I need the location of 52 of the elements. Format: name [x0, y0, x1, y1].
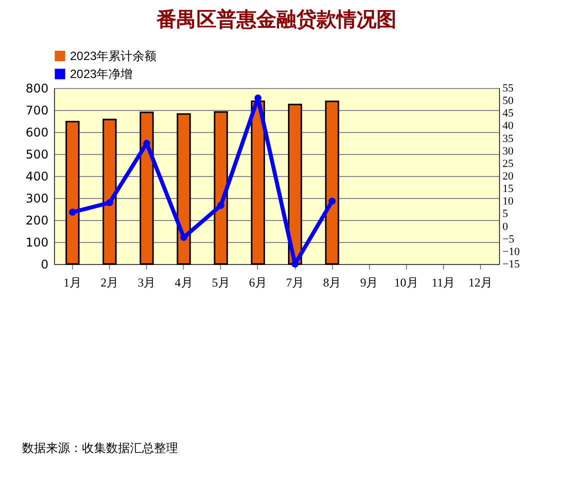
x-tick-label: 1月 — [64, 276, 82, 290]
y2-tick-label: 20 — [502, 170, 514, 182]
x-tick-label: 9月 — [360, 276, 378, 290]
point — [69, 208, 76, 216]
legend-label: 2023年净增 — [70, 67, 133, 81]
y2-tick-label: 10 — [502, 196, 514, 208]
y2-tick-label: 15 — [502, 183, 514, 196]
y-tick-label: 700 — [26, 104, 48, 118]
y2-tick-label: 50 — [502, 95, 514, 108]
bar — [214, 111, 228, 265]
y-tick-label: 600 — [26, 126, 48, 140]
bar — [140, 112, 154, 265]
bar — [288, 104, 302, 265]
legend-label: 2023年累计余额 — [70, 49, 157, 63]
y-tick-label: 100 — [26, 236, 48, 250]
bar — [102, 118, 117, 265]
y2-tick-label: 35 — [502, 132, 514, 145]
x-tick-label: 11月 — [432, 276, 456, 290]
y2-tick-label: 5 — [502, 208, 508, 220]
y-tick-label: 0 — [40, 258, 48, 272]
y2-tick-label: −5 — [502, 233, 515, 246]
x-tick-label: 12月 — [468, 276, 492, 290]
x-tick-label: 7月 — [286, 276, 304, 290]
y-tick-label: 300 — [26, 192, 48, 206]
y-tick-label: 400 — [26, 170, 48, 184]
y2-tick-label: 0 — [502, 220, 508, 233]
x-tick-label: 2月 — [100, 276, 119, 290]
point — [106, 199, 114, 206]
source-note: 数据来源：收集数据汇总整理 — [22, 440, 178, 457]
y2-tick-label: 25 — [502, 158, 514, 170]
y2-tick-label: −15 — [502, 258, 520, 270]
x-tick-label: 10月 — [394, 276, 418, 290]
y-tick-label: 800 — [26, 82, 48, 96]
point — [217, 202, 224, 209]
x-tick-label: 5月 — [212, 276, 230, 290]
y2-tick-label: −10 — [502, 246, 520, 258]
chart-title: 番禺区普惠金融贷款情况图 — [156, 8, 396, 31]
bar — [325, 100, 340, 265]
x-tick-label: 8月 — [323, 276, 342, 290]
bar — [65, 120, 80, 265]
y-tick-label: 500 — [26, 148, 48, 162]
x-tick-label: 3月 — [138, 276, 156, 290]
point — [328, 198, 336, 205]
x-tick-label: 4月 — [174, 276, 193, 290]
y2-tick-label: 30 — [502, 145, 514, 158]
y2-tick-label: 45 — [502, 108, 514, 120]
y2-tick-label: 55 — [502, 82, 514, 94]
bar — [250, 100, 266, 265]
bar — [176, 113, 191, 265]
y-tick-label: 200 — [26, 214, 48, 228]
x-tick-label: 6月 — [248, 276, 267, 290]
y2-tick-label: 40 — [502, 120, 514, 132]
